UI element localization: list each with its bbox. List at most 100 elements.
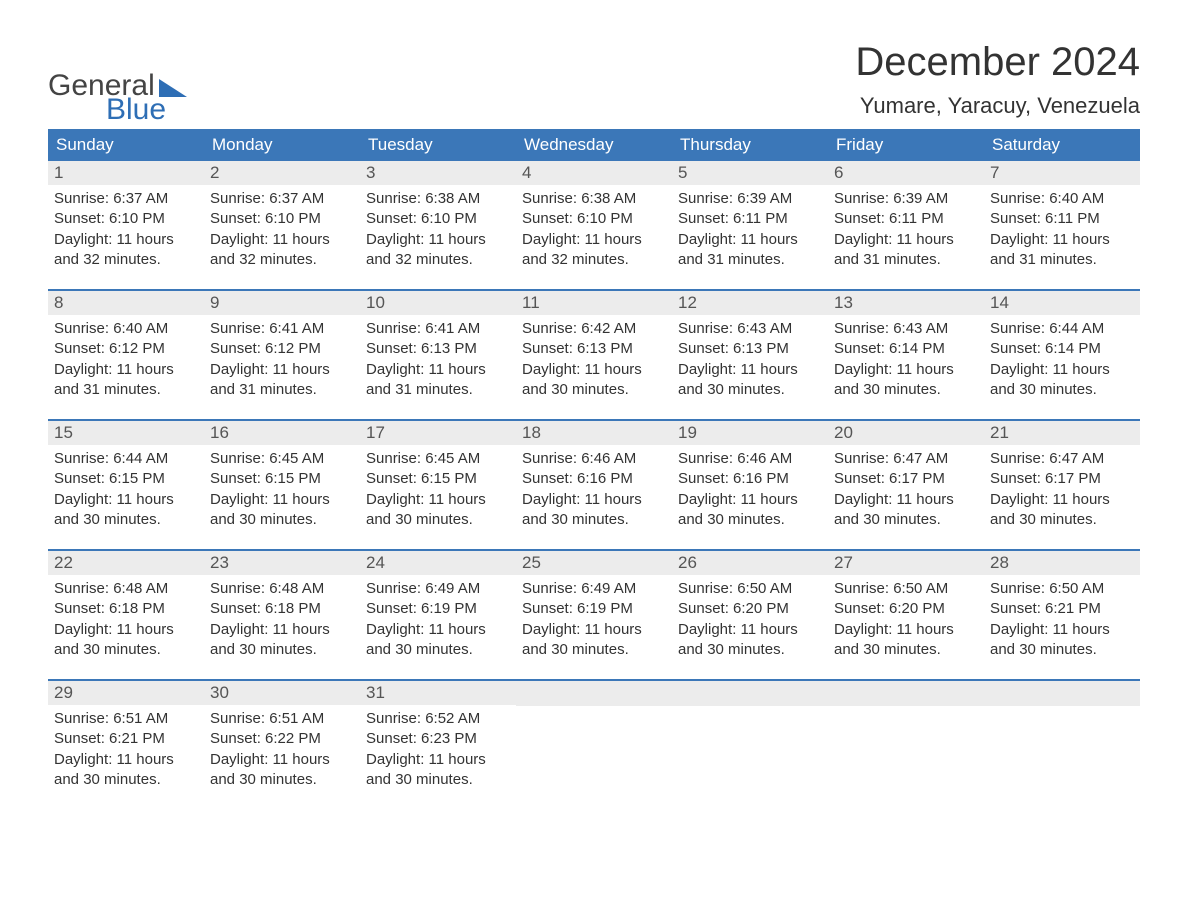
day-number: 14: [984, 291, 1140, 315]
calendar-day-cell: 20Sunrise: 6:47 AMSunset: 6:17 PMDayligh…: [828, 421, 984, 549]
day-details: Sunrise: 6:47 AMSunset: 6:17 PMDaylight:…: [984, 445, 1140, 538]
dayname-row: SundayMondayTuesdayWednesdayThursdayFrid…: [48, 129, 1140, 161]
calendar-day-cell: 18Sunrise: 6:46 AMSunset: 6:16 PMDayligh…: [516, 421, 672, 549]
day-details: Sunrise: 6:45 AMSunset: 6:15 PMDaylight:…: [360, 445, 516, 538]
calendar-day-cell: 5Sunrise: 6:39 AMSunset: 6:11 PMDaylight…: [672, 161, 828, 289]
empty-day: [828, 681, 984, 706]
calendar-day-cell: 11Sunrise: 6:42 AMSunset: 6:13 PMDayligh…: [516, 291, 672, 419]
dayname-header: Monday: [204, 129, 360, 161]
day-details: Sunrise: 6:46 AMSunset: 6:16 PMDaylight:…: [672, 445, 828, 538]
day-details: Sunrise: 6:46 AMSunset: 6:16 PMDaylight:…: [516, 445, 672, 538]
day-details: Sunrise: 6:50 AMSunset: 6:20 PMDaylight:…: [672, 575, 828, 668]
day-number: 25: [516, 551, 672, 575]
day-details: Sunrise: 6:43 AMSunset: 6:14 PMDaylight:…: [828, 315, 984, 408]
calendar-day-cell: 19Sunrise: 6:46 AMSunset: 6:16 PMDayligh…: [672, 421, 828, 549]
calendar-day-cell: 29Sunrise: 6:51 AMSunset: 6:21 PMDayligh…: [48, 681, 204, 809]
calendar-day-cell: 27Sunrise: 6:50 AMSunset: 6:20 PMDayligh…: [828, 551, 984, 679]
calendar-day-cell: 9Sunrise: 6:41 AMSunset: 6:12 PMDaylight…: [204, 291, 360, 419]
day-details: Sunrise: 6:39 AMSunset: 6:11 PMDaylight:…: [828, 185, 984, 278]
dayname-header: Saturday: [984, 129, 1140, 161]
calendar-week-row: 22Sunrise: 6:48 AMSunset: 6:18 PMDayligh…: [48, 551, 1140, 679]
day-details: Sunrise: 6:51 AMSunset: 6:22 PMDaylight:…: [204, 705, 360, 798]
calendar-day-cell: 24Sunrise: 6:49 AMSunset: 6:19 PMDayligh…: [360, 551, 516, 679]
day-details: Sunrise: 6:50 AMSunset: 6:20 PMDaylight:…: [828, 575, 984, 668]
day-number: 11: [516, 291, 672, 315]
logo: General Blue: [48, 71, 187, 125]
dayname-header: Friday: [828, 129, 984, 161]
day-number: 12: [672, 291, 828, 315]
calendar-day-cell: 10Sunrise: 6:41 AMSunset: 6:13 PMDayligh…: [360, 291, 516, 419]
calendar-day-cell: 7Sunrise: 6:40 AMSunset: 6:11 PMDaylight…: [984, 161, 1140, 289]
calendar-day-cell: 31Sunrise: 6:52 AMSunset: 6:23 PMDayligh…: [360, 681, 516, 809]
empty-day: [672, 681, 828, 706]
calendar-day-cell: [672, 681, 828, 809]
calendar-day-cell: 1Sunrise: 6:37 AMSunset: 6:10 PMDaylight…: [48, 161, 204, 289]
day-number: 22: [48, 551, 204, 575]
day-details: Sunrise: 6:41 AMSunset: 6:13 PMDaylight:…: [360, 315, 516, 408]
logo-word-blue: Blue: [106, 95, 187, 125]
day-number: 6: [828, 161, 984, 185]
day-details: Sunrise: 6:37 AMSunset: 6:10 PMDaylight:…: [204, 185, 360, 278]
header-row: General Blue December 2024 Yumare, Yarac…: [48, 40, 1140, 125]
day-details: Sunrise: 6:44 AMSunset: 6:14 PMDaylight:…: [984, 315, 1140, 408]
day-number: 15: [48, 421, 204, 445]
calendar-table: SundayMondayTuesdayWednesdayThursdayFrid…: [48, 129, 1140, 809]
day-number: 24: [360, 551, 516, 575]
calendar-day-cell: [984, 681, 1140, 809]
day-number: 26: [672, 551, 828, 575]
day-number: 23: [204, 551, 360, 575]
day-details: Sunrise: 6:51 AMSunset: 6:21 PMDaylight:…: [48, 705, 204, 798]
day-number: 17: [360, 421, 516, 445]
calendar-week-row: 29Sunrise: 6:51 AMSunset: 6:21 PMDayligh…: [48, 681, 1140, 809]
day-details: Sunrise: 6:48 AMSunset: 6:18 PMDaylight:…: [48, 575, 204, 668]
day-number: 30: [204, 681, 360, 705]
day-number: 5: [672, 161, 828, 185]
empty-day: [516, 681, 672, 706]
day-details: Sunrise: 6:39 AMSunset: 6:11 PMDaylight:…: [672, 185, 828, 278]
calendar-day-cell: 15Sunrise: 6:44 AMSunset: 6:15 PMDayligh…: [48, 421, 204, 549]
calendar-day-cell: 13Sunrise: 6:43 AMSunset: 6:14 PMDayligh…: [828, 291, 984, 419]
day-details: Sunrise: 6:43 AMSunset: 6:13 PMDaylight:…: [672, 315, 828, 408]
day-details: Sunrise: 6:40 AMSunset: 6:11 PMDaylight:…: [984, 185, 1140, 278]
day-details: Sunrise: 6:52 AMSunset: 6:23 PMDaylight:…: [360, 705, 516, 798]
dayname-header: Thursday: [672, 129, 828, 161]
calendar-week-row: 8Sunrise: 6:40 AMSunset: 6:12 PMDaylight…: [48, 291, 1140, 419]
day-number: 2: [204, 161, 360, 185]
day-number: 8: [48, 291, 204, 315]
day-details: Sunrise: 6:38 AMSunset: 6:10 PMDaylight:…: [360, 185, 516, 278]
day-number: 3: [360, 161, 516, 185]
month-title: December 2024: [855, 40, 1140, 85]
calendar-day-cell: 21Sunrise: 6:47 AMSunset: 6:17 PMDayligh…: [984, 421, 1140, 549]
day-number: 20: [828, 421, 984, 445]
day-details: Sunrise: 6:50 AMSunset: 6:21 PMDaylight:…: [984, 575, 1140, 668]
day-number: 19: [672, 421, 828, 445]
day-details: Sunrise: 6:42 AMSunset: 6:13 PMDaylight:…: [516, 315, 672, 408]
day-number: 29: [48, 681, 204, 705]
calendar-day-cell: 22Sunrise: 6:48 AMSunset: 6:18 PMDayligh…: [48, 551, 204, 679]
day-number: 4: [516, 161, 672, 185]
day-details: Sunrise: 6:44 AMSunset: 6:15 PMDaylight:…: [48, 445, 204, 538]
calendar-day-cell: 6Sunrise: 6:39 AMSunset: 6:11 PMDaylight…: [828, 161, 984, 289]
calendar-day-cell: 16Sunrise: 6:45 AMSunset: 6:15 PMDayligh…: [204, 421, 360, 549]
calendar-day-cell: 8Sunrise: 6:40 AMSunset: 6:12 PMDaylight…: [48, 291, 204, 419]
calendar-week-row: 15Sunrise: 6:44 AMSunset: 6:15 PMDayligh…: [48, 421, 1140, 549]
calendar-day-cell: 26Sunrise: 6:50 AMSunset: 6:20 PMDayligh…: [672, 551, 828, 679]
calendar-day-cell: [516, 681, 672, 809]
dayname-header: Sunday: [48, 129, 204, 161]
calendar-day-cell: 25Sunrise: 6:49 AMSunset: 6:19 PMDayligh…: [516, 551, 672, 679]
day-details: Sunrise: 6:40 AMSunset: 6:12 PMDaylight:…: [48, 315, 204, 408]
calendar-day-cell: [828, 681, 984, 809]
calendar-week-row: 1Sunrise: 6:37 AMSunset: 6:10 PMDaylight…: [48, 161, 1140, 289]
empty-day: [984, 681, 1140, 706]
day-details: Sunrise: 6:38 AMSunset: 6:10 PMDaylight:…: [516, 185, 672, 278]
day-number: 1: [48, 161, 204, 185]
day-details: Sunrise: 6:49 AMSunset: 6:19 PMDaylight:…: [516, 575, 672, 668]
calendar-day-cell: 23Sunrise: 6:48 AMSunset: 6:18 PMDayligh…: [204, 551, 360, 679]
day-details: Sunrise: 6:37 AMSunset: 6:10 PMDaylight:…: [48, 185, 204, 278]
calendar-day-cell: 17Sunrise: 6:45 AMSunset: 6:15 PMDayligh…: [360, 421, 516, 549]
day-details: Sunrise: 6:49 AMSunset: 6:19 PMDaylight:…: [360, 575, 516, 668]
dayname-header: Wednesday: [516, 129, 672, 161]
day-details: Sunrise: 6:41 AMSunset: 6:12 PMDaylight:…: [204, 315, 360, 408]
day-number: 27: [828, 551, 984, 575]
calendar-day-cell: 30Sunrise: 6:51 AMSunset: 6:22 PMDayligh…: [204, 681, 360, 809]
